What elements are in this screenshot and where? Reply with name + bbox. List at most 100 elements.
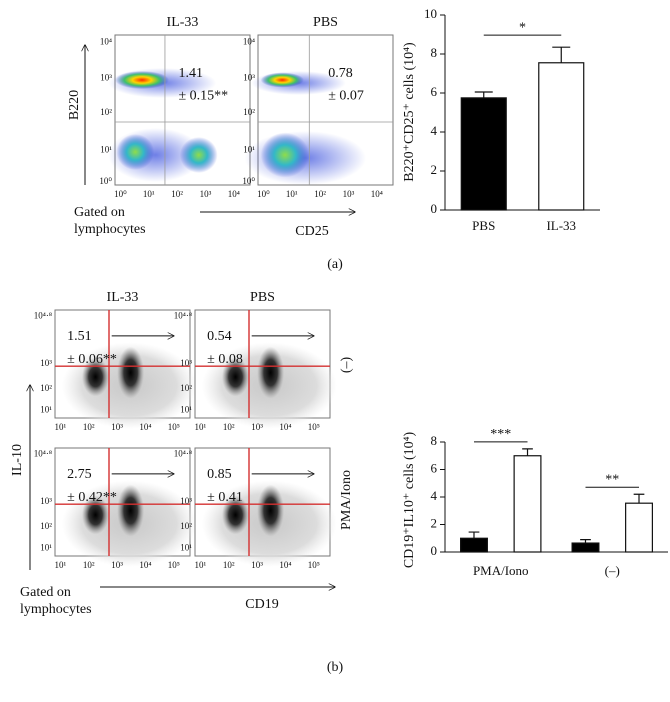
y-tick-label: 10² [100,107,112,117]
y-tick-label: 10¹ [243,145,255,155]
gate-stat: 1.51 [67,329,92,344]
gate-stat: 2.75 [67,467,92,482]
x-tick-label: PMA/Iono [473,563,529,578]
y-tick-label: 10⁴·⁸ [174,311,192,321]
density [116,134,155,170]
y-tick-label: 10⁴·⁸ [174,449,192,459]
x-tick-label: (–) [605,563,620,578]
density [82,357,109,397]
x-tick-label: 10² [83,560,95,570]
x-tick-label: 10⁴ [279,560,291,570]
y-tick-label: 2 [431,162,438,177]
significance-label: *** [490,427,511,442]
y-tick-label: 10³ [40,358,52,368]
x-tick-label: 10² [314,189,326,199]
gate-stat: 0.78 [328,66,353,81]
x-axis-label: CD19 [245,597,278,612]
significance-label: * [519,20,526,35]
y-tick-label: 10¹ [180,543,192,553]
gate-note: Gated on [20,585,71,600]
x-tick-label: 10⁴ [279,422,291,432]
gate-note: lymphocytes [20,602,92,617]
y-tick-label: 10³ [100,73,112,83]
y-tick-label: 10³ [40,496,52,506]
significance-label: ** [605,472,619,487]
y-tick-label: 6 [431,84,438,99]
x-tick-label: IL-33 [546,218,576,233]
gate-stat: ± 0.08 [207,352,243,367]
gate-stat: ± 0.15** [178,89,228,104]
bar [538,62,585,211]
bar [625,502,653,553]
y-tick-label: 10⁴·⁸ [34,449,52,459]
y-tick-label: 4 [431,488,438,503]
density [115,71,169,89]
density [260,132,310,178]
error-bar [633,493,645,504]
y-tick-label: 10⁰ [242,176,255,186]
y-tick-label: 6 [431,460,438,475]
y-tick-label: 10⁴ [243,37,255,47]
error-bar [580,539,591,544]
y-axis-label: IL-10 [10,444,25,476]
y-axis-label: B220⁺CD25⁺ cells (10⁴) [402,42,417,182]
x-tick-label: 10³ [111,560,123,570]
density [222,495,249,535]
x-tick-label: 10⁵ [168,560,180,570]
y-tick-label: 0 [431,201,438,216]
density [260,72,304,88]
x-axis-label: CD25 [295,224,328,239]
x-tick-label: 10¹ [55,422,67,432]
plot-title: IL-33 [167,15,199,30]
x-tick-label: 10¹ [195,422,207,432]
bar [571,542,600,553]
x-tick-label: 10⁴ [371,189,383,199]
x-tick-label: 10¹ [286,189,298,199]
y-tick-label: 10¹ [180,405,192,415]
plot-title: PBS [313,15,338,30]
x-tick-label: 10³ [111,422,123,432]
y-axis-label: CD19⁺IL10⁺ cells (10⁴) [402,432,417,569]
gate-stat: ± 0.41 [207,490,243,505]
density [257,484,285,537]
x-tick-label: 10² [171,189,183,199]
density [117,346,145,399]
x-tick-label: 10¹ [55,560,67,570]
y-tick-label: 10² [40,521,52,531]
gate-stat: ± 0.07 [328,89,364,104]
x-tick-label: 10⁴ [139,422,151,432]
x-tick-label: 10² [223,560,235,570]
x-tick-label: 10¹ [143,189,155,199]
y-tick-label: 10² [243,107,255,117]
y-tick-label: 10¹ [100,145,112,155]
density [257,346,285,399]
row-label: (–) [339,357,354,374]
y-axis-label: B220 [67,90,82,120]
y-tick-label: 10¹ [40,405,52,415]
x-tick-label: 10⁴ [228,189,240,199]
y-tick-label: 10³ [180,496,192,506]
density [179,137,218,173]
bar [513,455,542,553]
x-tick-label: 10⁵ [168,422,180,432]
x-tick-label: 10⁴ [139,560,151,570]
y-tick-label: 10⁴ [100,37,112,47]
row-label: PMA/Iono [339,470,354,530]
panel-label: (a) [327,257,343,272]
panel-label: (b) [327,660,344,675]
x-tick-label: 10² [223,422,235,432]
y-tick-label: 10³ [243,73,255,83]
error-bar [552,46,571,63]
y-tick-label: 0 [431,543,438,558]
bar [460,537,488,553]
gate-stat: ± 0.42** [67,490,117,505]
y-tick-label: 10² [180,521,192,531]
error-bar [522,448,533,456]
x-tick-label: 10¹ [195,560,207,570]
plot-title: PBS [250,290,275,305]
x-tick-label: 10⁰ [114,189,127,199]
gate-stat: 0.85 [207,467,232,482]
y-tick-label: 2 [431,515,438,530]
error-bar [474,91,493,98]
y-tick-label: 8 [431,433,438,448]
